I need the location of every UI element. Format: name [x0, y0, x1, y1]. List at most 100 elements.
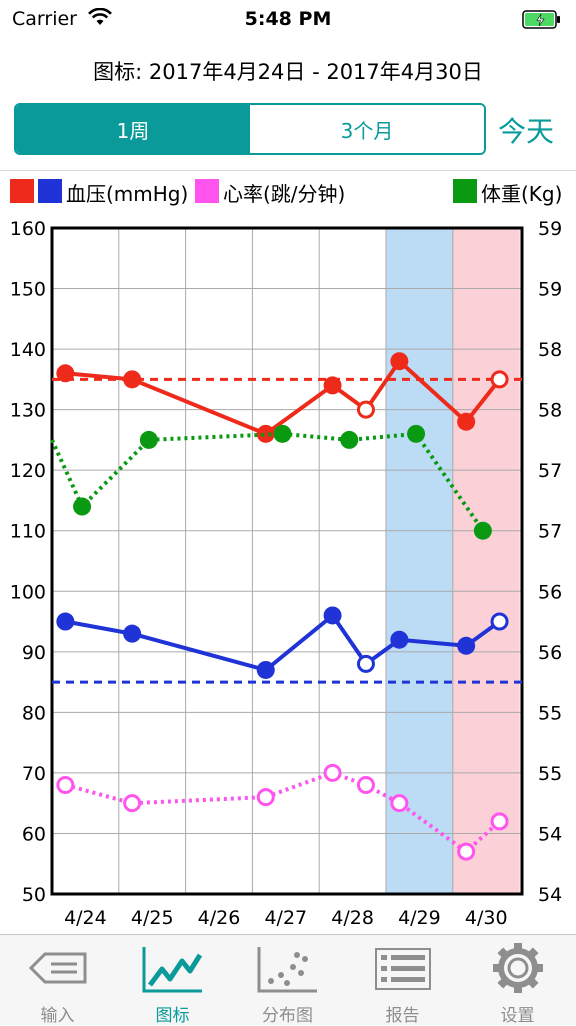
legend-weight-label: 体重(Kg)	[481, 182, 563, 206]
clock-label: 5:48 PM	[244, 8, 332, 30]
x-tick-label: 4/27	[264, 907, 307, 929]
x-tick-label: 4/30	[465, 907, 508, 929]
y-left-tick-label: 110	[10, 521, 46, 543]
data-point-systolic	[323, 376, 342, 395]
data-point-weight	[473, 521, 492, 540]
data-point-weight	[73, 497, 92, 516]
data-point-heart_rate	[390, 794, 409, 813]
tab-distribution-label: 分布图	[262, 1006, 313, 1026]
y-left-tick-label: 150	[10, 279, 46, 301]
segment-1-week[interactable]: 1周	[16, 105, 250, 153]
legend-blood-pressure-label: 血压(mmHg)	[66, 182, 189, 206]
y-right-tick-label: 54	[538, 884, 562, 906]
chart-legend: 血压(mmHg) 心率(跳/分钟) 体重(Kg)	[0, 176, 576, 212]
plot-frame	[50, 226, 524, 896]
data-point-systolic	[490, 370, 509, 389]
tab-report-label: 报告	[385, 1006, 420, 1026]
y-left-tick-label: 50	[22, 884, 46, 906]
data-point-diastolic	[123, 624, 142, 643]
y-right-tick-label: 59	[538, 279, 562, 301]
report-list-icon	[375, 948, 431, 990]
y-right-tick-label: 55	[538, 702, 562, 724]
legend-diastolic-swatch	[38, 179, 62, 203]
line-chart-icon	[142, 947, 203, 993]
y-right-tick-label: 58	[538, 339, 562, 361]
data-point-weight	[273, 424, 292, 443]
series-line-diastolic	[65, 613, 501, 672]
tab-chart[interactable]: 图标	[115, 935, 230, 1026]
highlight-band-4-30	[452, 228, 520, 894]
tab-settings-label: 设置	[500, 1006, 535, 1026]
data-point-diastolic	[490, 612, 509, 631]
legend-heart-rate-swatch	[195, 179, 219, 203]
y-right-tick-label: 59	[538, 218, 562, 240]
data-point-systolic	[457, 412, 476, 431]
data-point-diastolic	[457, 636, 476, 655]
tab-report[interactable]: 报告	[345, 935, 460, 1026]
data-point-systolic	[356, 400, 375, 419]
data-point-diastolic	[390, 630, 409, 649]
data-point-diastolic	[356, 654, 375, 673]
data-point-heart_rate	[123, 794, 142, 813]
date-range-title: 图标: 2017年4月24日 - 2017年4月30日	[93, 60, 483, 84]
y-left-tick-label: 120	[10, 460, 46, 482]
y-right-tick-label: 57	[538, 460, 562, 482]
data-point-heart_rate	[323, 763, 342, 782]
header-divider	[0, 170, 576, 171]
data-point-weight	[139, 430, 158, 449]
period-segmented-control[interactable]: 1周 3个月	[14, 103, 486, 155]
input-tag-icon	[28, 952, 87, 984]
health-line-chart[interactable]: 160 150 140 130 120 110 100 90 80 70 60 50 59 59 58 58 5…	[0, 214, 576, 934]
legend-heart-rate-label: 心率(跳/分钟)	[223, 182, 346, 206]
segment-3-months[interactable]: 3个月	[250, 105, 484, 153]
data-point-diastolic	[256, 660, 275, 679]
tab-bar: 输入 图标 分布图 报告	[0, 934, 576, 1026]
carrier-label: Carrier	[12, 8, 77, 30]
data-point-diastolic	[56, 612, 75, 631]
tab-settings[interactable]: 设置	[460, 935, 575, 1026]
y-left-tick-label: 140	[10, 339, 46, 361]
y-right-tick-label: 54	[538, 823, 562, 845]
data-point-diastolic	[323, 606, 342, 625]
y-left-tick-label: 160	[10, 218, 46, 240]
x-tick-label: 4/24	[64, 907, 107, 929]
data-point-heart_rate	[490, 812, 509, 831]
y-left-tick-label: 90	[22, 642, 46, 664]
battery-icon	[522, 10, 562, 34]
data-point-heart_rate	[356, 776, 375, 795]
x-tick-label: 4/25	[131, 907, 174, 929]
series-line-systolic	[65, 359, 502, 436]
wifi-icon	[88, 7, 112, 30]
series-line-heart_rate	[64, 770, 501, 854]
y-left-tick-label: 130	[10, 400, 46, 422]
tab-distribution[interactable]: 分布图	[230, 935, 345, 1026]
tab-chart-label: 图标	[155, 1006, 190, 1026]
data-point-weight	[407, 424, 426, 443]
data-point-heart_rate	[56, 776, 75, 795]
y-left-tick-label: 80	[22, 702, 46, 724]
x-tick-label: 4/26	[198, 907, 241, 929]
data-point-heart_rate	[457, 842, 476, 861]
data-point-systolic	[56, 364, 75, 383]
x-tick-label: 4/29	[398, 907, 441, 929]
highlight-band-4-29	[386, 228, 453, 894]
data-point-systolic	[390, 352, 409, 371]
data-point-systolic	[256, 424, 275, 443]
legend-weight-swatch	[453, 179, 477, 203]
data-point-systolic	[123, 370, 142, 389]
y-right-tick-label: 58	[538, 400, 562, 422]
y-left-tick-label: 70	[22, 763, 46, 785]
y-left-tick-label: 100	[10, 581, 46, 603]
y-right-tick-label: 57	[538, 521, 562, 543]
gear-icon	[493, 943, 543, 993]
data-point-weight	[340, 430, 359, 449]
y-left-tick-label: 60	[22, 823, 46, 845]
y-right-tick-label: 56	[538, 642, 562, 664]
tab-input[interactable]: 输入	[0, 935, 115, 1026]
data-point-heart_rate	[256, 788, 275, 807]
legend-systolic-swatch	[10, 179, 34, 203]
tab-input-label: 输入	[40, 1006, 75, 1026]
today-button[interactable]: 今天	[498, 115, 555, 148]
x-tick-label: 4/28	[331, 907, 374, 929]
y-right-tick-label: 56	[538, 581, 562, 603]
